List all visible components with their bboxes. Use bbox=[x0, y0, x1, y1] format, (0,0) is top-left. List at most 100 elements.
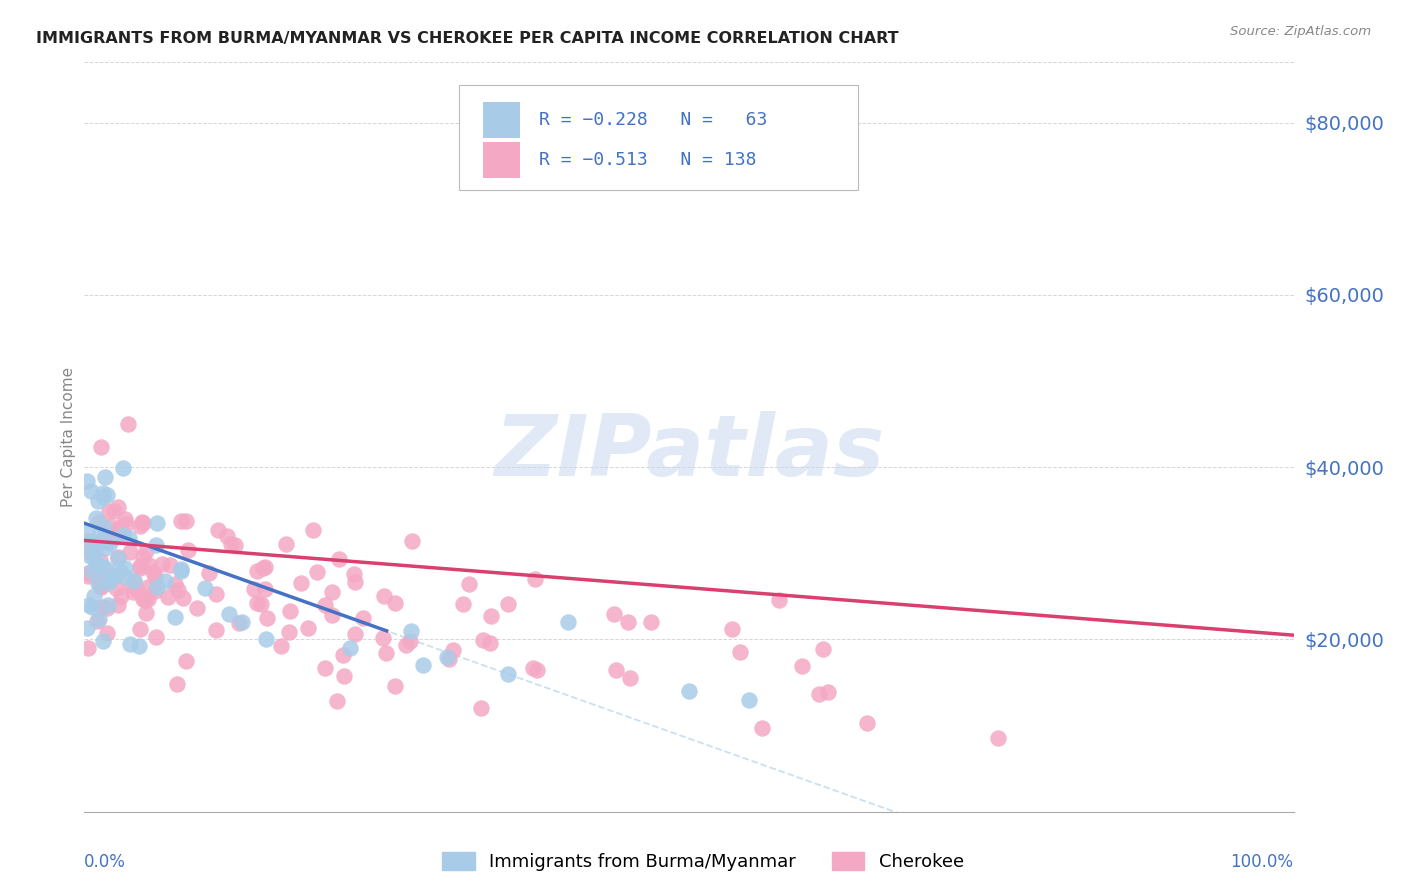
Point bbox=[270, 639, 292, 653]
Point bbox=[129, 559, 152, 574]
Point bbox=[94, 561, 117, 575]
Point bbox=[77, 533, 100, 548]
Point bbox=[256, 610, 278, 624]
Point bbox=[80, 546, 103, 560]
Point bbox=[114, 561, 136, 575]
Point bbox=[205, 587, 228, 601]
Point bbox=[219, 537, 242, 551]
Point bbox=[114, 512, 136, 526]
Point bbox=[83, 589, 105, 603]
Point bbox=[167, 582, 190, 597]
Point bbox=[97, 599, 120, 613]
Point bbox=[986, 731, 1008, 746]
Point bbox=[135, 544, 157, 558]
Point bbox=[557, 615, 579, 630]
Point bbox=[384, 596, 406, 610]
Point bbox=[135, 606, 157, 620]
Point bbox=[328, 552, 350, 566]
Point bbox=[98, 519, 121, 533]
Point bbox=[83, 553, 105, 567]
Point bbox=[174, 514, 197, 528]
Point bbox=[170, 564, 193, 578]
Point bbox=[145, 538, 167, 552]
Point bbox=[314, 598, 336, 612]
Point bbox=[305, 566, 328, 580]
Point bbox=[87, 515, 110, 529]
Point bbox=[792, 659, 814, 673]
Point bbox=[496, 667, 519, 681]
Point bbox=[136, 580, 159, 594]
Point bbox=[243, 582, 266, 596]
Point bbox=[605, 664, 627, 678]
Point bbox=[107, 562, 129, 576]
Point bbox=[83, 544, 105, 558]
Point bbox=[143, 583, 166, 598]
Point bbox=[157, 591, 180, 605]
Point bbox=[352, 611, 374, 625]
Point bbox=[333, 669, 356, 683]
Point bbox=[96, 625, 118, 640]
Point bbox=[373, 590, 395, 604]
Point bbox=[134, 592, 156, 607]
Point bbox=[204, 623, 226, 637]
Point bbox=[136, 592, 159, 607]
Point bbox=[344, 575, 367, 590]
Point bbox=[218, 607, 240, 621]
Point bbox=[170, 562, 193, 576]
Point bbox=[436, 649, 458, 664]
Point bbox=[122, 574, 145, 588]
Point bbox=[332, 648, 354, 662]
Point bbox=[128, 622, 150, 636]
Point bbox=[76, 474, 98, 488]
Point bbox=[155, 574, 177, 588]
Point bbox=[398, 633, 420, 648]
Point bbox=[194, 581, 217, 595]
Point bbox=[91, 532, 114, 546]
Point bbox=[120, 545, 142, 559]
Point bbox=[751, 722, 773, 736]
Point bbox=[522, 661, 544, 675]
Point bbox=[728, 645, 751, 659]
Point bbox=[122, 585, 145, 599]
Point bbox=[87, 612, 110, 626]
Point bbox=[120, 637, 142, 651]
Point bbox=[120, 577, 142, 591]
Point bbox=[290, 575, 312, 590]
Point bbox=[471, 632, 494, 647]
Text: IMMIGRANTS FROM BURMA/MYANMAR VS CHEROKEE PER CAPITA INCOME CORRELATION CHART: IMMIGRANTS FROM BURMA/MYANMAR VS CHEROKE… bbox=[37, 31, 898, 46]
Point bbox=[278, 604, 301, 618]
Point bbox=[80, 564, 103, 578]
Point bbox=[131, 515, 153, 529]
Point bbox=[172, 591, 194, 605]
Point bbox=[117, 417, 139, 432]
Point bbox=[93, 567, 115, 582]
Point bbox=[107, 598, 129, 612]
Point bbox=[384, 679, 406, 693]
Point bbox=[145, 631, 167, 645]
Point bbox=[371, 631, 394, 645]
FancyBboxPatch shape bbox=[460, 85, 858, 190]
Point bbox=[82, 599, 104, 614]
Point bbox=[451, 597, 474, 611]
Point bbox=[443, 643, 465, 657]
Point bbox=[93, 490, 115, 504]
Point bbox=[163, 610, 186, 624]
Point bbox=[87, 494, 110, 508]
Point bbox=[94, 541, 117, 556]
Point bbox=[115, 570, 138, 584]
Point bbox=[343, 567, 366, 582]
Point bbox=[374, 646, 396, 660]
Point bbox=[132, 592, 155, 607]
Point bbox=[110, 590, 132, 604]
Point bbox=[86, 614, 108, 628]
Point bbox=[132, 516, 155, 530]
Text: ZIPatlas: ZIPatlas bbox=[494, 410, 884, 493]
Point bbox=[108, 519, 131, 533]
Point bbox=[231, 615, 253, 630]
Point bbox=[111, 528, 134, 542]
Point bbox=[103, 531, 125, 545]
Point bbox=[76, 621, 98, 635]
Point bbox=[412, 658, 434, 673]
Point bbox=[112, 460, 135, 475]
Point bbox=[128, 639, 150, 653]
